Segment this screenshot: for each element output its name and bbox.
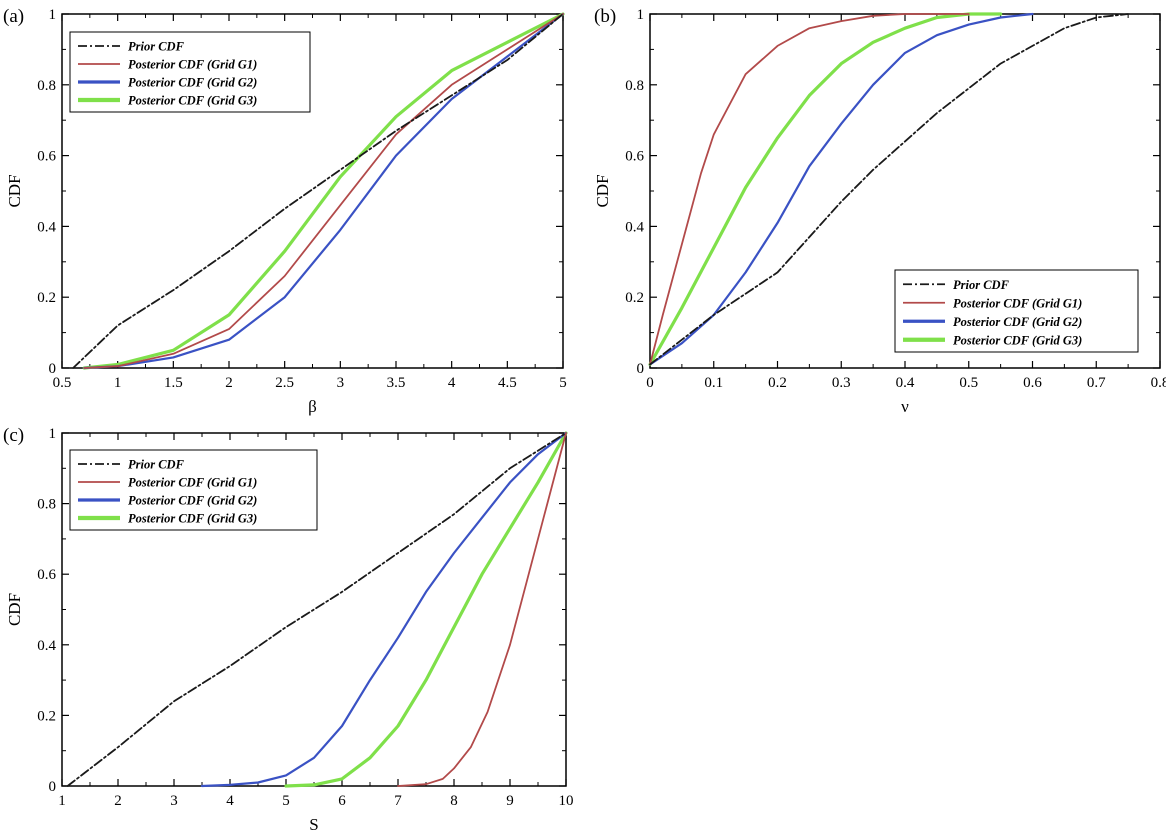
series-line-posterior-cdf-grid-g3 xyxy=(284,431,568,788)
y-tick-label: 0 xyxy=(637,361,645,377)
x-tick-label: 5 xyxy=(559,375,567,391)
legend-entry: Prior CDF xyxy=(953,278,1010,292)
x-tick-label: 7 xyxy=(394,793,402,809)
x-tick-label: 4.5 xyxy=(498,375,517,391)
y-tick-label: 0.4 xyxy=(625,219,644,235)
legend-entry: Prior CDF xyxy=(128,458,185,472)
x-tick-label: 2.5 xyxy=(275,375,294,391)
legend-entry: Posterior CDF (Grid G1) xyxy=(128,476,257,490)
x-tick-label: 1.5 xyxy=(164,375,183,391)
x-tick-label: 3 xyxy=(170,793,178,809)
y-axis-label: CDF xyxy=(593,174,612,207)
legend-box xyxy=(894,269,1139,353)
y-tick-label: 1 xyxy=(49,7,57,23)
y-axis-label: CDF xyxy=(5,593,24,626)
legend-entry: Prior CDF xyxy=(128,40,185,54)
x-tick-label: 3.5 xyxy=(387,375,406,391)
x-tick-label: 0.7 xyxy=(1087,375,1106,391)
y-tick-label: 0.8 xyxy=(37,497,56,513)
y-tick-label: 0.8 xyxy=(625,78,644,94)
legend: Prior CDF Posterior CDF (Grid G1) Posterio… xyxy=(69,31,311,113)
x-tick-label: 0 xyxy=(646,375,654,391)
x-tick-label: 8 xyxy=(450,793,458,809)
x-axis-label: S xyxy=(309,815,318,833)
x-tick-label: 0.8 xyxy=(1151,375,1166,391)
x-tick-label: 0.1 xyxy=(704,375,723,391)
x-tick-label: 1 xyxy=(58,793,66,809)
legend: Prior CDF Posterior CDF (Grid G1) Posterio… xyxy=(894,269,1139,353)
x-axis-label: ν xyxy=(901,397,909,416)
y-tick-label: 0 xyxy=(49,361,57,377)
x-tick-label: 2 xyxy=(114,793,122,809)
legend-entry: Posterior CDF (Grid G1) xyxy=(953,296,1082,310)
legend-entry: Posterior CDF (Grid G1) xyxy=(128,58,257,72)
series-line-posterior-cdf-grid-g3 xyxy=(648,12,1003,367)
y-tick-label: 0.4 xyxy=(37,219,56,235)
x-tick-label: 6 xyxy=(338,793,346,809)
legend-entry: Posterior CDF (Grid G3) xyxy=(953,333,1082,347)
x-tick-label: 4 xyxy=(448,375,456,391)
panel-a: 0.5 1 1.5 2 2.5 3 3.5 4 4.5 5 0 0.2 0.4 0.6 0.8 1 β CDF (a… xyxy=(3,6,567,416)
x-tick-label: 4 xyxy=(226,793,234,809)
legend-entry: Posterior CDF (Grid G3) xyxy=(128,512,257,526)
y-tick-label: 0.2 xyxy=(37,290,56,306)
y-axis-label: CDF xyxy=(5,174,24,207)
panel-c: 1 2 3 4 5 6 7 8 9 10 0 0.2 0.4 0.6 0.8 1 S CDF (c) Prior CD… xyxy=(3,425,574,833)
series-line-prior-cdf xyxy=(649,13,1129,366)
legend-entry: Posterior CDF (Grid G2) xyxy=(953,315,1082,329)
y-tick-label: 0.6 xyxy=(625,149,644,165)
panel-b: 0 0.1 0.2 0.3 0.4 0.5 0.6 0.7 0.8 0 0.2 0.4 0.6 0.8 1 ν… xyxy=(593,6,1166,416)
series-line-posterior-cdf-grid-g2 xyxy=(200,431,568,788)
legend-entry: Posterior CDF (Grid G2) xyxy=(128,494,257,508)
panel-label: (c) xyxy=(3,425,24,446)
x-tick-label: 10 xyxy=(559,793,574,809)
panel-label: (b) xyxy=(594,6,616,27)
y-tick-label: 0.6 xyxy=(37,567,56,583)
x-tick-label: 0.2 xyxy=(768,375,787,391)
series-line-prior-cdf xyxy=(66,432,567,787)
x-tick-label: 9 xyxy=(506,793,514,809)
x-tick-label: 1 xyxy=(114,375,122,391)
legend: Prior CDF Posterior CDF (Grid G1) Posterio… xyxy=(69,449,318,531)
series-line-posterior-cdf-grid-g1 xyxy=(83,13,564,369)
x-tick-label: 3 xyxy=(337,375,345,391)
x-tick-label: 2 xyxy=(225,375,233,391)
legend-entry: Posterior CDF (Grid G2) xyxy=(128,76,257,90)
series-line-posterior-cdf-grid-g1 xyxy=(397,432,567,787)
series-line-prior-cdf xyxy=(72,13,564,369)
x-tick-label: 0.5 xyxy=(53,375,72,391)
x-tick-label: 0.3 xyxy=(832,375,851,391)
y-tick-label: 0.2 xyxy=(625,290,644,306)
y-tick-label: 1 xyxy=(637,7,645,23)
series-line-posterior-cdf-grid-g1 xyxy=(649,13,970,366)
y-tick-label: 0.4 xyxy=(37,638,56,654)
series-line-posterior-cdf-grid-g3 xyxy=(82,12,565,370)
y-tick-label: 1 xyxy=(49,426,57,442)
x-tick-label: 0.5 xyxy=(959,375,978,391)
legend-entry: Posterior CDF (Grid G3) xyxy=(128,94,257,108)
panel-label: (a) xyxy=(3,6,24,27)
y-tick-label: 0.8 xyxy=(37,78,56,94)
x-tick-label: 0.4 xyxy=(896,375,915,391)
x-axis-label: β xyxy=(308,397,317,416)
x-tick-label: 0.6 xyxy=(1023,375,1042,391)
y-tick-label: 0 xyxy=(49,779,57,795)
y-tick-label: 0.2 xyxy=(37,708,56,724)
y-tick-label: 0.6 xyxy=(37,149,56,165)
x-tick-label: 5 xyxy=(282,793,290,809)
